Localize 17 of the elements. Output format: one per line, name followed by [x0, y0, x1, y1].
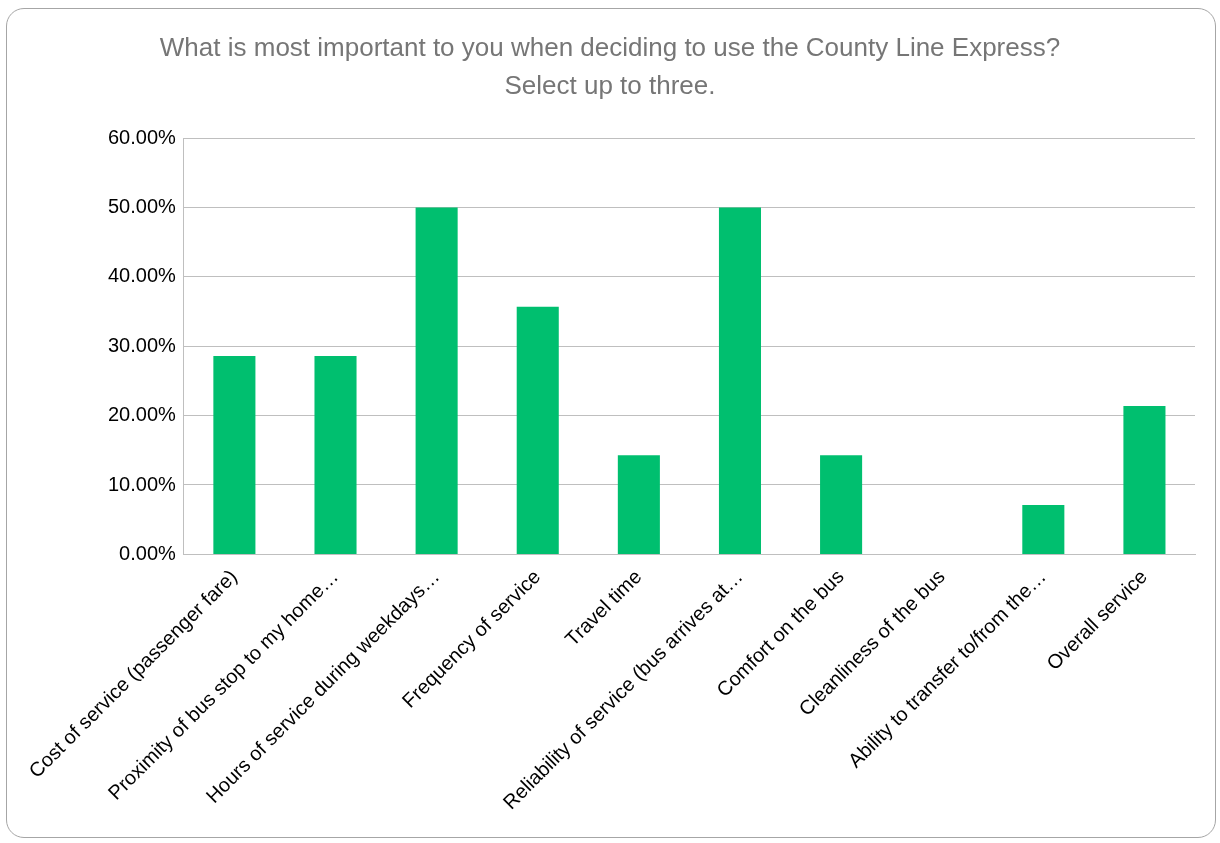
- bar: [213, 355, 256, 554]
- bar: [820, 455, 863, 554]
- chart-title: What is most important to you when deciding to use the County Line Express? Select up to three.: [158, 31, 1062, 102]
- bar: [718, 207, 762, 554]
- y-tick-label: 30.00%: [107, 333, 177, 356]
- bar: [415, 207, 458, 554]
- bar: [617, 455, 660, 554]
- y-tick-label: 20.00%: [107, 403, 177, 426]
- bar: [1123, 405, 1166, 554]
- y-tick-label: 60.00%: [107, 125, 177, 148]
- y-tick-label: 0.00%: [119, 541, 177, 564]
- y-tick-label: 50.00%: [107, 194, 177, 217]
- y-tick-label: 40.00%: [107, 264, 177, 287]
- y-tick-label: 10.00%: [107, 472, 177, 495]
- bar: [1022, 505, 1065, 554]
- bar: [314, 355, 357, 554]
- bar: [516, 306, 559, 554]
